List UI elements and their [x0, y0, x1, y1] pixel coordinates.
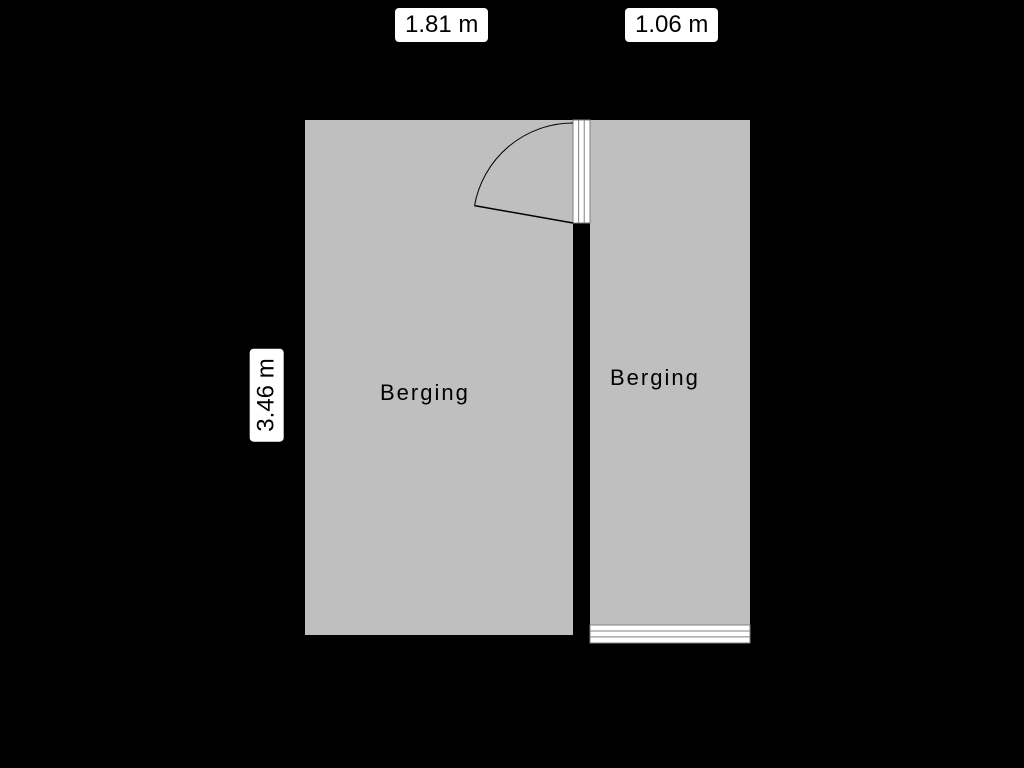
- room-label-left: Berging: [380, 380, 470, 406]
- floorplan-stage: Berging Berging 1.81 m 1.06 m 3.46 m: [0, 0, 1024, 768]
- dimension-top-left: 1.81 m: [395, 8, 488, 42]
- room-left: [305, 120, 573, 635]
- interior-wall: [573, 223, 590, 635]
- window-bottom: [590, 625, 750, 643]
- door-panel: [573, 120, 590, 223]
- room-label-right: Berging: [610, 365, 700, 391]
- dimension-left: 3.46 m: [250, 348, 284, 441]
- dimension-top-right: 1.06 m: [625, 8, 718, 42]
